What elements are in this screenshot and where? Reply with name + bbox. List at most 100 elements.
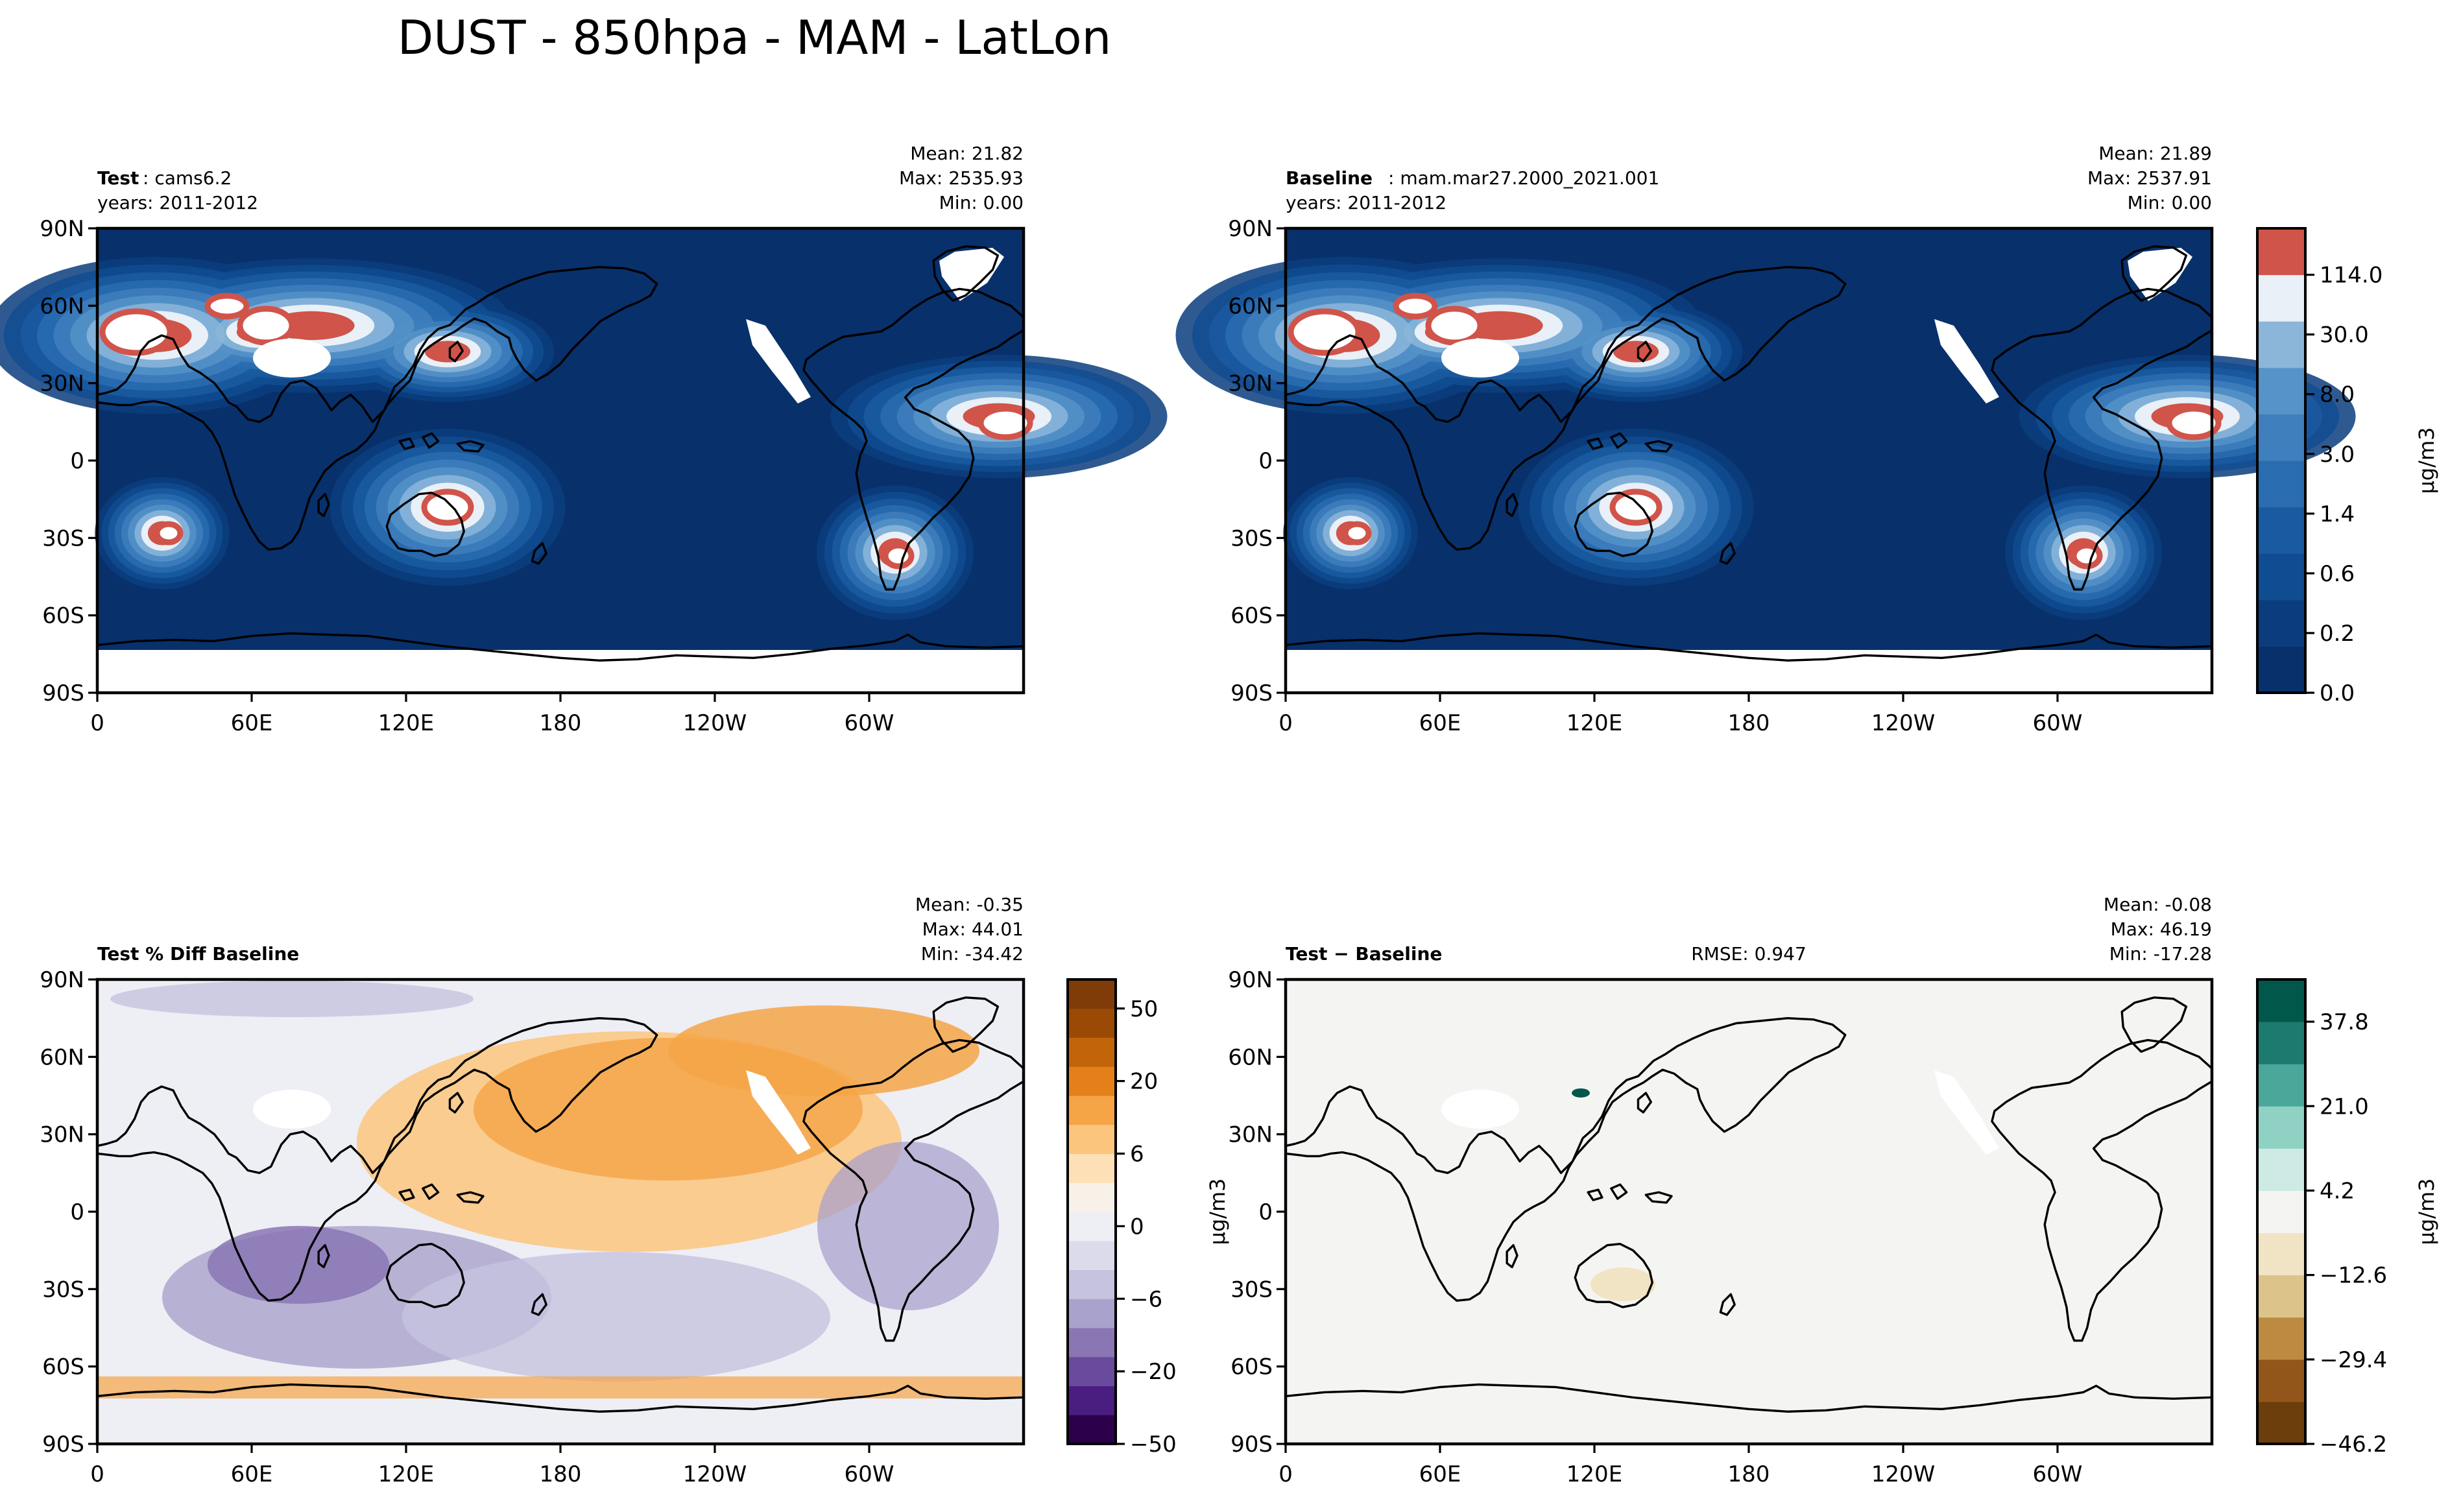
stat-min: Min: 0.00	[2128, 192, 2212, 213]
dust-peak-contour	[99, 308, 173, 356]
colorbar-abs-tick-label: 3.0	[2320, 442, 2355, 468]
lon-tick-label: 120E	[378, 710, 434, 736]
stat-max: Max: 2537.91	[2087, 167, 2212, 189]
lon-axis: 0 60E 120E 180 120W 60W	[1279, 693, 2082, 736]
colorbar-abs-tick-label: 0.2	[2320, 621, 2355, 647]
colorbar-abs-tick-label: 30.0	[2320, 322, 2369, 348]
lon-tick-label: 60W	[2033, 1461, 2083, 1487]
dust-peak-contour	[1288, 308, 1362, 356]
colorbar-abs-frame	[2256, 227, 2307, 694]
colorbar-pct-tick-label: −6	[1130, 1286, 1162, 1312]
colorbar-abs: 0.0 0.2 0.6 1.4 3.0 8.0 30.0 114.0	[2256, 227, 2383, 706]
lat-tick-label: 0	[1258, 448, 1273, 474]
lon-tick-label: 0	[1279, 710, 1293, 736]
lat-tick-label: 0	[70, 1199, 84, 1225]
panel-label-bold: Test − Baseline	[1286, 943, 1442, 965]
colorbar-pct-swatch	[1068, 1328, 1116, 1358]
colorbar-abs-swatch	[2257, 553, 2305, 601]
figure-title: DUST - 850hpa - MAM - LatLon	[398, 10, 1111, 65]
lat-axis: 90N 60N 30N 0 30S 60S 90S	[1228, 216, 1286, 706]
lon-tick-label: 60E	[1419, 710, 1461, 736]
colorbar-pct-tick-label: 6	[1130, 1142, 1144, 1168]
stat-mean: Mean: 21.82	[910, 143, 1024, 164]
dust-peak-contour	[1425, 306, 1483, 346]
colorbar-pct-tick-label: 0	[1130, 1214, 1144, 1240]
panel-label-bold: Test % Diff Baseline	[97, 943, 299, 965]
colorbar-diff-swatch	[2257, 1275, 2305, 1318]
pct-negative-region	[817, 1142, 999, 1310]
colorbar-diff-swatch	[2257, 1106, 2305, 1149]
tibet-mask	[1441, 1090, 1519, 1129]
diff-field	[1441, 1070, 1999, 1301]
panel-label-bold: Baseline	[1286, 167, 1373, 189]
dust-peak-contour	[237, 306, 295, 346]
lon-tick-label: 0	[1279, 1461, 1293, 1487]
panel-test: 90N 60N 30N 0 30S 60S 90S 0 60E 120E 180 120W 60W T…	[0, 143, 1168, 736]
lat-axis: 90N 60N 30N 0 30S 60S 90S	[40, 216, 97, 706]
diff-negative-region	[1591, 1267, 1655, 1301]
colorbar-pct-tick-label: 20	[1130, 1069, 1158, 1095]
colorbar-pct-tick-label: −20	[1130, 1359, 1177, 1385]
lat-tick-label: 90S	[1230, 680, 1273, 706]
colorbar-abs-swatch	[2257, 228, 2305, 276]
stat-mean: Mean: -0.08	[2104, 894, 2212, 915]
rockies-mask	[1934, 319, 1999, 403]
lat-tick-label: 90N	[1228, 967, 1273, 993]
lat-tick-label: 60S	[1230, 603, 1273, 629]
colorbar-diff-swatch	[2257, 1022, 2305, 1064]
lat-tick-label: 30N	[40, 371, 84, 397]
lat-tick-label: 60N	[1228, 293, 1273, 319]
colorbar-pct-swatch	[1068, 1299, 1116, 1328]
colorbar-pct-swatch	[1068, 1153, 1116, 1183]
colorbar-abs-tick-label: 114.0	[2320, 263, 2383, 289]
lat-tick-label: 30S	[1230, 1277, 1273, 1302]
panel-label-bold: Test	[97, 167, 139, 189]
colorbar-pct-swatch	[1068, 1124, 1116, 1154]
lat-tick-label: 60N	[40, 1044, 84, 1070]
lon-tick-label: 180	[1728, 1461, 1770, 1487]
colorbar-pct-swatch	[1068, 1066, 1116, 1096]
dust-field	[0, 248, 1168, 693]
lon-tick-label: 180	[1728, 710, 1770, 736]
lon-axis: 0 60E 120E 180 120W 60W	[90, 693, 894, 736]
lat-tick-label: 60S	[1230, 1354, 1273, 1380]
colorbar-diff-tick-label: −12.6	[2320, 1263, 2387, 1289]
lon-tick-label: 60E	[231, 1461, 273, 1487]
colorbar-diff-swatch	[2257, 1148, 2305, 1191]
colorbar-pct-swatch	[1068, 1415, 1116, 1445]
lon-tick-label: 120E	[1567, 1461, 1622, 1487]
antarctica-mask	[1286, 650, 2212, 693]
colorbar-diff: −46.2 −29.4 −12.6 4.2 21.0 37.8	[2256, 978, 2387, 1458]
panel-diff: 90N 60N 30N 0 30S 60S 90S 0 60E 120E 180 120W 60W T…	[1228, 894, 2214, 1487]
lat-tick-label: 90S	[42, 680, 84, 706]
lat-tick-label: 90S	[1230, 1432, 1273, 1458]
colorbar-diff-swatch	[2257, 1064, 2305, 1107]
colorbar-diff-tick-label: 37.8	[2320, 1009, 2369, 1035]
tibet-mask	[253, 339, 331, 378]
lat-tick-label: 30N	[40, 1122, 84, 1148]
colorbar-pct-swatch	[1068, 1212, 1116, 1242]
colorbar-pct-frame	[1066, 978, 1117, 1445]
colorbar-diff-tick-label: −46.2	[2320, 1432, 2387, 1458]
dust-peak-contour	[1342, 521, 1372, 546]
stat-min: Min: -34.42	[921, 943, 1024, 965]
panel-label-rest: : cams6.2	[143, 167, 232, 189]
lon-tick-label: 120W	[1871, 710, 1936, 736]
colorbar-pct-swatch	[1068, 1008, 1116, 1038]
lat-tick-label: 30N	[1228, 1122, 1273, 1148]
lat-tick-label: 60N	[40, 293, 84, 319]
stat-max: Max: 2535.93	[899, 167, 1024, 189]
stat-max: Max: 44.01	[922, 918, 1024, 940]
panel-baseline: 90N 60N 30N 0 30S 60S 90S 0 60E 120E 180 120W 60W B…	[1175, 143, 2356, 736]
stat-min: Min: 0.00	[939, 192, 1024, 213]
lat-tick-label: 90N	[40, 216, 84, 242]
colorbar-pct-tick-label: 50	[1130, 996, 1158, 1022]
colorbar-diff-tick-label: −29.4	[2320, 1347, 2387, 1373]
colorbar-abs-swatch	[2257, 274, 2305, 322]
lat-tick-label: 60S	[42, 1354, 84, 1380]
diff-positive-peak	[1572, 1088, 1590, 1098]
pct-negative-region	[110, 981, 474, 1017]
lon-tick-label: 120E	[378, 1461, 434, 1487]
colorbar-pct-swatch	[1068, 979, 1116, 1009]
lat-tick-label: 60S	[42, 603, 84, 629]
